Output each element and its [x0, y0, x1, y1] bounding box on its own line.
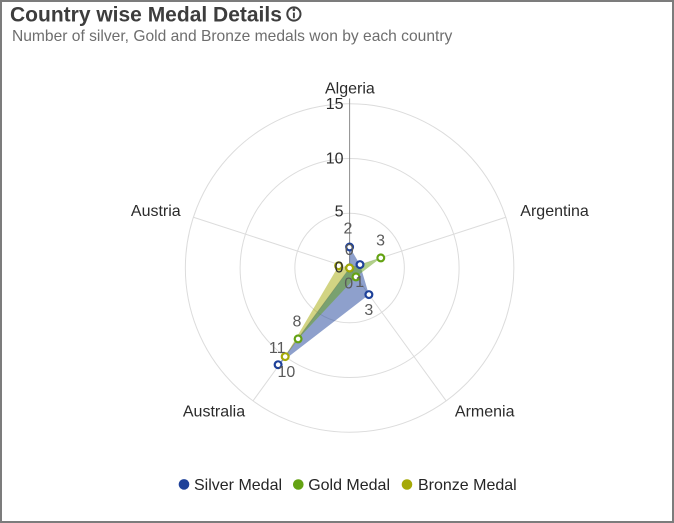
- svg-text:Gold Medal: Gold Medal: [308, 477, 390, 494]
- svg-text:Argentina: Argentina: [520, 203, 589, 220]
- svg-text:2: 2: [344, 221, 353, 238]
- svg-text:8: 8: [292, 314, 301, 331]
- svg-text:0: 0: [345, 242, 354, 259]
- svg-text:Austria: Austria: [131, 203, 181, 220]
- svg-text:5: 5: [335, 204, 344, 221]
- svg-text:10: 10: [278, 364, 296, 381]
- svg-text:3: 3: [376, 233, 385, 250]
- svg-text:3: 3: [364, 302, 373, 319]
- svg-text:15: 15: [326, 96, 344, 113]
- svg-text:Australia: Australia: [183, 404, 245, 421]
- svg-text:Armenia: Armenia: [455, 404, 515, 421]
- svg-text:11: 11: [269, 340, 286, 357]
- svg-text:Country wise Medal Details: Country wise Medal Details: [10, 4, 282, 27]
- svg-text:10: 10: [326, 150, 344, 167]
- svg-text:Algeria: Algeria: [325, 81, 375, 98]
- svg-text:0: 0: [344, 275, 353, 292]
- svg-text:Number of silver, Gold and Bro: Number of silver, Gold and Bronze medals…: [12, 28, 453, 45]
- svg-text:1: 1: [355, 274, 364, 291]
- svg-text:Bronze Medal: Bronze Medal: [418, 477, 517, 494]
- svg-text:0: 0: [335, 259, 344, 276]
- svg-text:Silver Medal: Silver Medal: [194, 477, 282, 494]
